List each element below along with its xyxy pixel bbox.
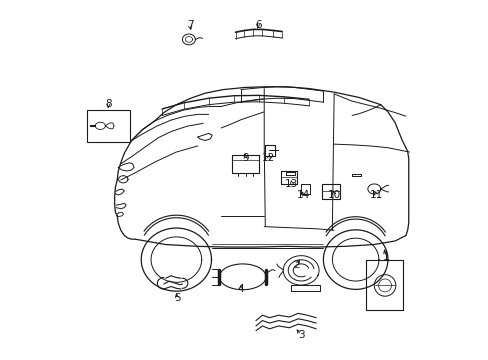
Text: 4: 4 (237, 284, 244, 294)
Text: 9: 9 (242, 153, 248, 163)
Text: 7: 7 (186, 20, 193, 30)
Text: 13: 13 (285, 179, 298, 189)
Text: 12: 12 (262, 153, 275, 163)
Bar (86, 110, 129, 141)
Text: 1: 1 (382, 252, 388, 262)
Text: 5: 5 (173, 293, 180, 303)
Text: 8: 8 (105, 99, 111, 109)
Text: 2: 2 (293, 260, 299, 270)
Text: 10: 10 (327, 190, 340, 200)
Text: 14: 14 (296, 190, 310, 200)
Text: 3: 3 (297, 330, 304, 340)
Text: 6: 6 (254, 20, 261, 30)
Text: 11: 11 (369, 190, 382, 200)
